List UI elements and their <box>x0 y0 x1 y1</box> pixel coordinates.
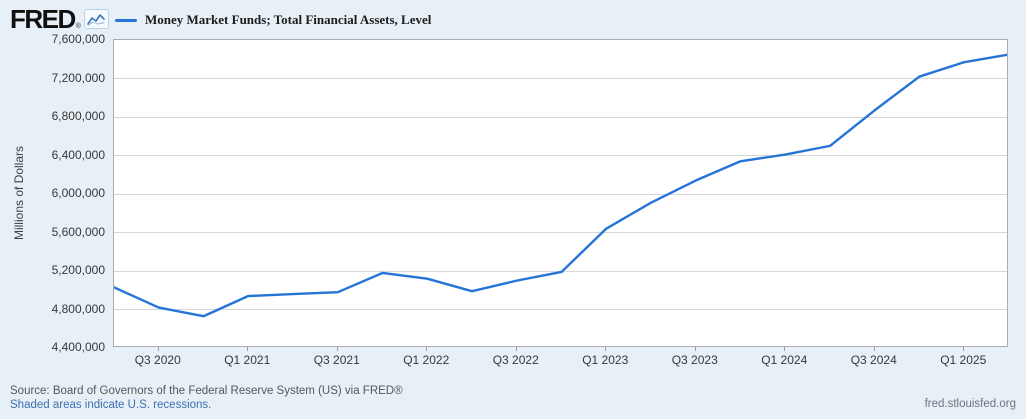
legend-item[interactable]: Money Market Funds; Total Financial Asse… <box>115 12 431 28</box>
data-line-money-market-funds[interactable] <box>114 53 1008 318</box>
x-tick-label: Q1 2025 <box>940 353 987 367</box>
gridline <box>114 78 1007 79</box>
y-tick-label: 7,200,000 <box>51 70 105 85</box>
fred-logo-text: FRED <box>10 4 76 34</box>
x-tick-label: Q1 2023 <box>582 353 629 367</box>
y-tick-label: 4,400,000 <box>51 340 105 354</box>
y-tick-label: 5,200,000 <box>51 263 105 277</box>
fred-url-link[interactable]: fred.stlouisfed.org <box>924 398 1016 410</box>
y-tick-label: 4,800,000 <box>51 301 105 316</box>
plot-area[interactable] <box>113 39 1008 347</box>
x-tick-label: Q3 2024 <box>850 353 897 367</box>
fred-logo-graph-icon <box>83 9 109 29</box>
x-tick-mark <box>157 347 159 351</box>
y-tick-label: 7,600,000 <box>51 32 105 46</box>
x-tick-label: Q1 2021 <box>224 353 271 367</box>
gridline <box>114 193 1007 195</box>
x-tick-mark <box>336 347 338 351</box>
y-tick-label: 5,600,000 <box>51 224 105 239</box>
x-tick-mark <box>873 347 875 351</box>
x-tick-label: Q3 2022 <box>492 353 539 367</box>
x-tick-label: Q3 2023 <box>671 353 718 367</box>
line-chart-svg <box>114 53 1008 318</box>
x-tick-label: Q3 2020 <box>134 353 181 367</box>
fred-logo[interactable]: FRED ® <box>10 6 109 32</box>
x-tick-mark <box>963 347 965 351</box>
x-tick-mark <box>515 347 517 351</box>
gridline <box>114 155 1007 156</box>
gridline <box>114 232 1007 233</box>
x-tick-mark <box>694 347 696 351</box>
y-tick-label: 6,400,000 <box>51 147 105 162</box>
gridline <box>114 116 1007 118</box>
y-tick-label: 6,000,000 <box>51 186 105 200</box>
y-tick-label: 6,800,000 <box>51 109 105 123</box>
x-tick-label: Q1 2024 <box>761 353 808 367</box>
recessions-note-link[interactable]: Shaded areas indicate U.S. recessions. <box>10 399 212 411</box>
x-tick-mark <box>605 347 607 351</box>
x-tick-mark <box>426 347 428 351</box>
x-tick-label: Q3 2021 <box>313 353 360 367</box>
x-tick-label: Q1 2022 <box>403 353 450 367</box>
legend-series-label: Money Market Funds; Total Financial Asse… <box>145 12 432 27</box>
legend-line-swatch <box>115 18 137 22</box>
registered-trademark-icon: ® <box>75 23 81 30</box>
source-text: Source: Board of Governors of the Federa… <box>10 385 403 397</box>
x-tick-mark <box>784 347 786 351</box>
x-tick-mark <box>247 347 249 351</box>
gridline <box>114 309 1007 310</box>
